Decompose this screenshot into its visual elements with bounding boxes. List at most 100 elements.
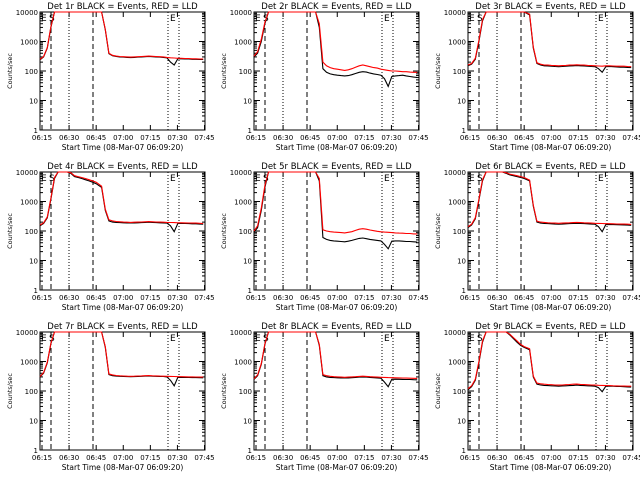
- x-tick-label: 07:00: [327, 134, 347, 142]
- marker-label: S: [49, 174, 55, 184]
- x-tick-label: 06:30: [487, 294, 507, 302]
- y-tick-label: 1: [248, 127, 252, 135]
- marker-label: E: [255, 334, 261, 344]
- y-tick-label: 1: [462, 287, 466, 295]
- x-axis-label-close: ): [608, 463, 611, 472]
- y-tick-label: 10: [29, 98, 38, 106]
- x-tick-label: 06:45: [300, 454, 320, 462]
- y-axis-label: Counts/sec: [6, 53, 14, 89]
- y-tick-label: 1: [34, 287, 38, 295]
- x-tick-label: 07:15: [140, 294, 160, 302]
- plot-frame: [467, 11, 634, 131]
- x-tick-label: 06:45: [514, 454, 534, 462]
- x-tick-label: 06:30: [59, 134, 79, 142]
- end-marker-label: E: [170, 174, 176, 184]
- y-tick-label: 10000: [444, 169, 466, 177]
- series-line-events: [253, 171, 418, 250]
- x-tick-label: 07:45: [194, 454, 214, 462]
- y-tick-label: 10: [243, 418, 252, 426]
- y-tick-label: 10: [457, 98, 466, 106]
- end-marker-label: E: [170, 334, 176, 344]
- x-tick-label: 06:45: [300, 294, 320, 302]
- y-axis-label: Counts/sec: [434, 53, 442, 89]
- y-tick-label: 100: [239, 388, 252, 396]
- x-tick-label: 06:15: [246, 134, 266, 142]
- x-tick-label: 06:30: [487, 134, 507, 142]
- x-tick-label: 07:45: [622, 454, 640, 462]
- x-tick-label: 06:30: [273, 454, 293, 462]
- y-tick-label: 1: [34, 447, 38, 455]
- x-tick-label: 06:45: [514, 294, 534, 302]
- plot-frame: [253, 331, 420, 451]
- x-tick-label: 07:45: [408, 134, 428, 142]
- x-tick-label: 06:30: [59, 454, 79, 462]
- x-tick-label: 06:45: [86, 454, 106, 462]
- y-axis-label: Counts/sec: [6, 373, 14, 409]
- panel-title: Det 9r BLACK = Events, RED = LLD: [475, 322, 626, 332]
- plot-frame: [39, 11, 206, 131]
- x-tick-label: 07:15: [354, 134, 374, 142]
- x-axis-label-start-time: 08-Mar-07 06:09:20: [320, 143, 394, 152]
- panel-title: Det 2r BLACK = Events, RED = LLD: [261, 2, 412, 12]
- x-axis-label-close: ): [394, 463, 397, 472]
- series-line-events: [39, 331, 204, 387]
- y-tick-label: 1000: [20, 359, 38, 367]
- x-tick-label: 07:00: [327, 294, 347, 302]
- x-axis-label-open: (: [315, 303, 320, 312]
- x-axis-label-prefix: Start Time: [62, 143, 101, 152]
- x-axis-label-prefix: Start Time: [276, 303, 315, 312]
- y-tick-label: 10000: [16, 169, 38, 177]
- marker-label: E: [41, 174, 47, 184]
- x-tick-label: 07:15: [568, 454, 588, 462]
- x-tick-label: 06:15: [246, 294, 266, 302]
- marker-label: S: [263, 174, 269, 184]
- end-marker-label: E: [384, 14, 390, 24]
- x-axis-label-start-time: 08-Mar-07 06:09:20: [534, 143, 608, 152]
- y-tick-label: 10: [243, 98, 252, 106]
- y-tick-label: 10000: [230, 9, 252, 17]
- x-tick-label: 07:45: [622, 294, 640, 302]
- x-tick-label: 06:30: [273, 134, 293, 142]
- x-tick-label: 06:15: [460, 134, 480, 142]
- x-tick-label: 07:00: [541, 454, 561, 462]
- y-tick-label: 100: [453, 68, 466, 76]
- marker-label: E: [41, 14, 47, 24]
- x-tick-label: 07:30: [381, 454, 401, 462]
- x-axis-label-start-time: 08-Mar-07 06:09:20: [534, 303, 608, 312]
- marker-label: E: [469, 334, 475, 344]
- series-line-lld: [467, 331, 632, 390]
- x-tick-label: 06:45: [86, 134, 106, 142]
- x-axis-label: Start Time (08-Mar-07 06:09:20): [62, 463, 184, 472]
- y-tick-label: 1: [462, 127, 466, 135]
- x-tick-label: 07:30: [595, 454, 615, 462]
- marker-label: E: [255, 14, 261, 24]
- x-axis-label-open: (: [529, 303, 534, 312]
- x-axis-label-close: ): [180, 143, 183, 152]
- x-axis-label-prefix: Start Time: [62, 463, 101, 472]
- x-axis-label-prefix: Start Time: [276, 143, 315, 152]
- y-tick-label: 1: [248, 287, 252, 295]
- x-axis-label: Start Time (08-Mar-07 06:09:20): [490, 303, 612, 312]
- y-tick-label: 10000: [230, 329, 252, 337]
- x-axis-label: Start Time (08-Mar-07 06:09:20): [62, 303, 184, 312]
- panel-title: Det 5r BLACK = Events, RED = LLD: [261, 162, 412, 172]
- series-line-lld: [39, 171, 204, 226]
- x-axis-label-prefix: Start Time: [490, 303, 529, 312]
- detector-panel-5: Det 5r BLACK = Events, RED = LLD 1 10 100 10…: [220, 162, 429, 312]
- x-axis-label-close: ): [608, 303, 611, 312]
- x-tick-label: 06:30: [273, 294, 293, 302]
- x-tick-label: 07:30: [381, 294, 401, 302]
- x-tick-label: 07:15: [140, 454, 160, 462]
- series-line-lld: [39, 331, 204, 378]
- x-axis-label-close: ): [394, 303, 397, 312]
- x-axis-label-open: (: [101, 143, 106, 152]
- y-tick-label: 10000: [16, 9, 38, 17]
- x-tick-label: 06:15: [32, 294, 52, 302]
- marker-label: S: [477, 334, 483, 344]
- series-line-lld: [467, 11, 632, 68]
- plot-frame: [467, 171, 634, 291]
- x-axis-label-start-time: 08-Mar-07 06:09:20: [534, 463, 608, 472]
- marker-label: E: [255, 174, 261, 184]
